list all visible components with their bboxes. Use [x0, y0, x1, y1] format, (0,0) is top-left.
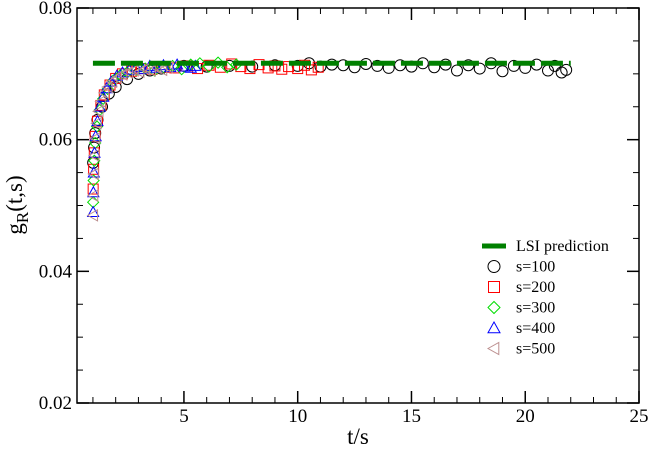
data-point-s=400-0 [86, 205, 100, 217]
data-point-s=400-3 [88, 146, 101, 158]
x-tick-label: 5 [179, 406, 189, 427]
data-point-s=500-9 [101, 80, 113, 94]
data-point-s=500-7 [94, 95, 106, 108]
data-point-s=300-2 [88, 154, 101, 167]
x-axis-title: t/s [347, 424, 369, 449]
x-tick-label: 25 [630, 406, 649, 427]
data-point-s=400-4 [89, 129, 103, 142]
data-point-s=400-20 [177, 60, 191, 72]
legend-swatch-s=300 [487, 300, 501, 315]
data-point-s=400-21 [184, 61, 198, 73]
legend-label-s=400: s=400 [516, 320, 555, 337]
x-tick-label: 20 [516, 406, 535, 427]
data-point-s=200-5 [95, 99, 107, 111]
y-tick-label: 0.08 [39, 0, 72, 19]
data-point-s=500-4 [88, 132, 101, 145]
data-point-s=500-0 [86, 209, 99, 222]
data-point-s=500-8 [97, 86, 110, 100]
data-point-s=500-10 [105, 75, 118, 89]
legend-swatch-s=200 [488, 281, 500, 293]
data-point-s=200-29 [305, 64, 317, 76]
data-point-s=400-5 [91, 114, 104, 127]
data-point-s=100-13 [223, 59, 236, 72]
data-point-s=500-14 [127, 64, 139, 77]
legend: LSI prediction s=100 s=200 s=300 s=400 s=500 [482, 238, 609, 358]
legend-label-s=200: s=200 [516, 279, 555, 296]
y-axis-title-main: g [2, 223, 27, 235]
data-point-s=500-16 [138, 62, 151, 76]
x-tick-label: 15 [402, 406, 421, 427]
legend-swatch-s=100 [487, 260, 501, 273]
tick-labels: 5 10 15 20 25 0.02 0.04 0.06 0.08 [39, 0, 649, 427]
data-point-s=200-0 [87, 183, 99, 195]
data-point-s=300-16 [175, 63, 188, 76]
y-axis-title-rest: (t,s) [2, 175, 27, 211]
data-point-s=500-3 [87, 149, 100, 162]
y-tick-label: 0.04 [39, 261, 73, 282]
data-point-s=100-23 [371, 59, 384, 72]
legend-label-s=300: s=300 [516, 300, 555, 317]
axis-ticks [77, 7, 640, 404]
legend-label-lsi: LSI prediction [516, 238, 609, 255]
data-point-s=500-2 [87, 167, 99, 181]
data-point-s=100-39 [548, 59, 561, 72]
y-axis-title: gR(t,s) [2, 175, 32, 234]
data-point-s=100-41 [560, 63, 573, 76]
y-tick-label: 0.02 [39, 393, 72, 414]
data-point-s=500-1 [86, 189, 99, 202]
y-tick-label: 0.06 [39, 130, 72, 151]
x-tick-label: 10 [288, 406, 307, 427]
data-point-s=500-6 [92, 105, 104, 118]
y-axis-title-subscript: R [13, 211, 32, 223]
data-point-s=400-1 [87, 185, 100, 198]
data-point-s=100-35 [507, 59, 520, 72]
data-point-s=200-26 [283, 61, 295, 73]
data-point-s=100-32 [473, 62, 486, 75]
data-point-s=500-11 [110, 71, 122, 85]
legend-swatch-s=400 [487, 320, 501, 334]
legend-swatch-s=500 [486, 341, 500, 356]
legend-label-s=100: s=100 [516, 259, 555, 276]
legend-label-s=500: s=500 [516, 341, 555, 358]
data-point-s=400-13 [129, 60, 143, 73]
data-point-s=500-5 [90, 116, 102, 130]
data-point-s=100-6 [109, 81, 122, 93]
